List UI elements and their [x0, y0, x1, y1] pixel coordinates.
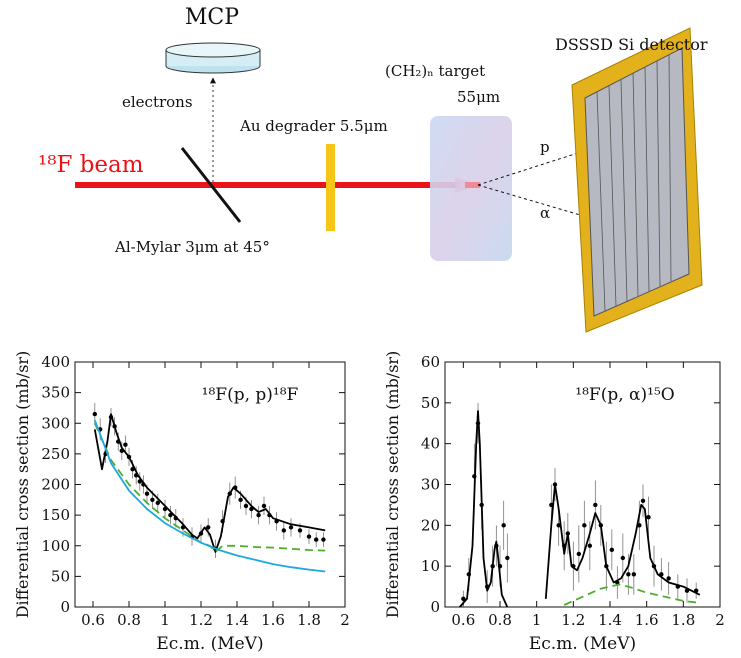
data-point — [640, 498, 646, 504]
setup-diagram: MCP electrons ¹⁸F beam Al-Mylar 3μm at 4… — [38, 5, 708, 333]
y-tick-label: 60 — [421, 353, 440, 371]
data-point — [626, 572, 631, 577]
x-tick-label: 1.4 — [225, 611, 249, 629]
target — [430, 116, 512, 261]
data-point — [321, 537, 326, 542]
charts: 0.6 0.8 1 1.2 1.4 1.6 1.8 205010015020025030035… — [13, 351, 725, 654]
data-point — [593, 502, 598, 508]
chart: 0.6 0.8 1 1.2 1.4 1.6 1.8 2 0 50 100 150 200 250 300 35… — [13, 351, 350, 654]
data-point — [297, 528, 303, 533]
data-point — [501, 523, 506, 528]
annotation: ¹⁸F(p, α)¹⁵O — [575, 385, 674, 405]
data-point — [206, 525, 211, 530]
y-tick-label: 40 — [421, 435, 440, 453]
proton-path — [477, 142, 607, 186]
degrader-label: Au degrader 5.5μm — [239, 117, 388, 135]
data-point — [144, 491, 150, 496]
data-point — [306, 534, 312, 539]
au-degrader — [326, 144, 335, 231]
x-tick-label: 1.6 — [635, 611, 659, 629]
y-tick-label: 50 — [51, 567, 70, 585]
x-tick-label: 0.6 — [81, 611, 105, 629]
beam-label: ¹⁸F beam — [38, 152, 144, 178]
fit-curve — [93, 419, 326, 573]
x-tick-label: 1.6 — [261, 611, 285, 629]
mcp-label: MCP — [185, 5, 239, 30]
y-tick-label: 100 — [41, 537, 70, 555]
data-point — [609, 547, 615, 553]
x-tick-label: 1.4 — [598, 611, 622, 629]
data-point — [155, 500, 160, 506]
x-tick-label: 1 — [160, 611, 170, 629]
fit-curve — [93, 413, 326, 553]
x-axis-label: Ec.m. (MeV) — [529, 634, 636, 654]
fit-curve — [459, 410, 701, 608]
data-point — [666, 576, 671, 581]
y-tick-label: 350 — [41, 384, 70, 402]
data-point — [631, 572, 637, 577]
x-tick-label: 0.8 — [117, 611, 141, 629]
x-tick-label: 2 — [715, 611, 725, 629]
fit-curve — [563, 583, 700, 606]
data-point — [314, 537, 319, 542]
y-tick-label: 20 — [421, 516, 440, 534]
target-label: (CH₂)ₙ target — [385, 62, 485, 80]
x-tick-label: 1.8 — [671, 611, 695, 629]
y-tick-label: 50 — [421, 394, 440, 412]
data-point — [281, 528, 286, 533]
x-axis-label: Ec.m. (MeV) — [156, 634, 263, 654]
x-tick-label: 1.2 — [561, 611, 585, 629]
x-tick-label: 0.6 — [451, 611, 475, 629]
x-tick-label: 1 — [532, 611, 542, 629]
electrons-label: electrons — [122, 93, 193, 111]
x-tick-label: 0.8 — [488, 611, 512, 629]
mcp-top — [165, 42, 261, 58]
data-point — [168, 512, 173, 518]
y-tick-label: 10 — [421, 557, 440, 575]
y-tick-label: 200 — [41, 476, 70, 494]
data-point — [256, 512, 261, 518]
y-tick-label: 0 — [430, 598, 440, 616]
data-point — [123, 442, 128, 447]
detector-label: DSSSD Si detector — [555, 35, 708, 54]
y-tick-label: 300 — [41, 414, 70, 432]
data-point — [243, 503, 249, 509]
proton-label: p — [540, 138, 550, 156]
y-tick-label: 250 — [41, 445, 70, 463]
data-point — [620, 555, 626, 561]
data-point — [261, 503, 267, 509]
data-point — [646, 514, 651, 520]
data-point — [587, 543, 593, 548]
data-point — [576, 551, 582, 557]
data-point — [92, 411, 98, 417]
data-point — [150, 497, 155, 503]
x-tick-label: 1.2 — [189, 611, 213, 629]
detector-strips — [596, 54, 672, 312]
y-axis-label: Differential cross section (mb/sr) — [383, 351, 402, 619]
data-point — [582, 523, 587, 528]
mylar-label: Al-Mylar 3μm at 45° — [114, 238, 270, 256]
data-point — [288, 525, 294, 530]
y-tick-label: 150 — [41, 506, 70, 524]
y-axis-label: Differential cross section (mb/sr) — [13, 351, 32, 619]
y-tick-label: 0 — [60, 598, 70, 616]
annotation: ¹⁸F(p, p)¹⁸F — [202, 385, 299, 405]
data-point — [238, 497, 243, 503]
x-tick-label: 2 — [340, 611, 350, 629]
data-point — [505, 555, 510, 561]
detector-surface — [584, 47, 690, 317]
mylar-foil — [180, 147, 242, 223]
fit-curve — [93, 422, 326, 553]
y-tick-label: 400 — [41, 353, 70, 371]
data-point — [461, 596, 466, 602]
alpha-label: α — [540, 204, 550, 222]
y-tick-label: 30 — [421, 476, 440, 494]
target-thickness: 55μm — [457, 88, 500, 106]
x-tick-label: 1.8 — [297, 611, 321, 629]
